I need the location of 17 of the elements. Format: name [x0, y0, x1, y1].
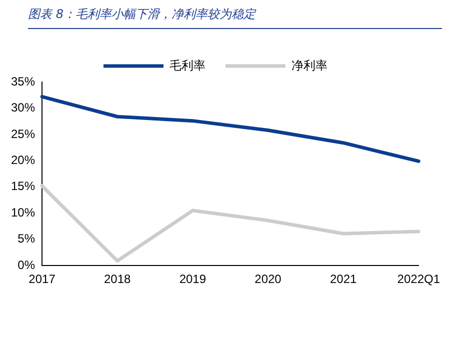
y-tick-label: 10%: [10, 205, 36, 220]
x-tick-label: 2018: [104, 272, 132, 286]
y-tick-label: 0%: [18, 258, 36, 272]
x-tick-label: 2020: [254, 272, 282, 286]
y-tick-label: 5%: [18, 232, 36, 246]
y-tick-label: 20%: [10, 153, 36, 167]
y-tick-label: 35%: [10, 74, 36, 88]
x-tick-label: 2022Q1: [397, 272, 440, 286]
x-tick-label: 2019: [179, 272, 206, 286]
y-tick-label: 15%: [10, 179, 36, 194]
legend-label: 毛利率: [170, 58, 206, 72]
x-tick-label: 2021: [330, 272, 357, 286]
x-tick-label: 2017: [28, 272, 56, 286]
y-tick-label: 30%: [10, 100, 36, 115]
legend-label: 净利率: [292, 58, 328, 72]
y-tick-label: 25%: [10, 126, 36, 141]
chart-title: 图表 8：毛利率小幅下滑，净利率较为稳定: [28, 6, 442, 29]
